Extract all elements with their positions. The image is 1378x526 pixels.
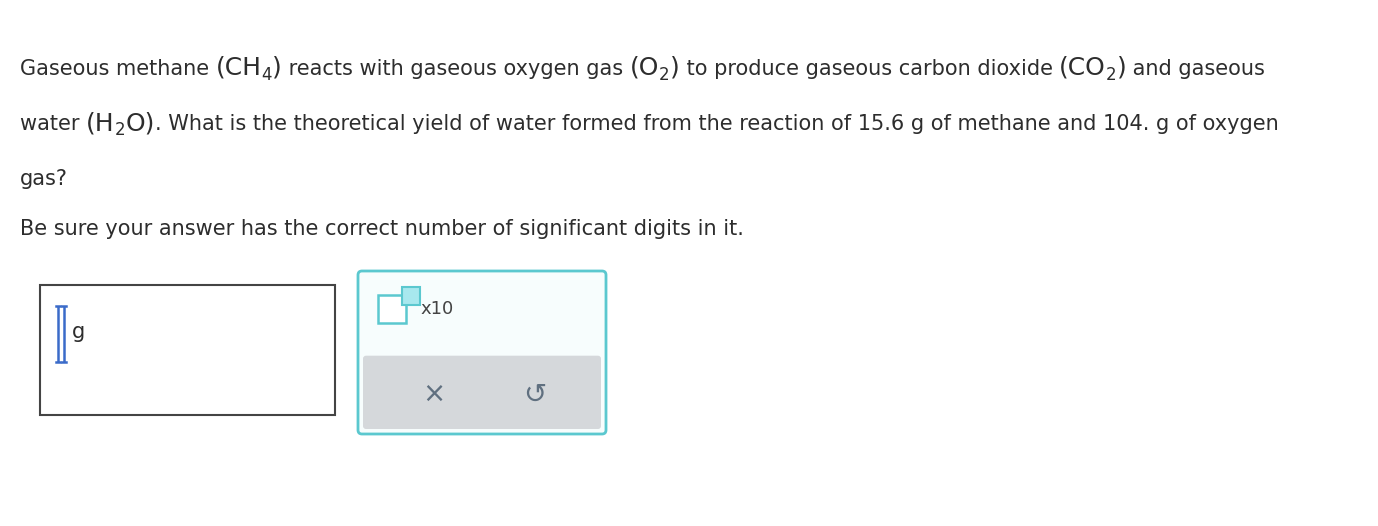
- Text: ): ): [670, 56, 679, 80]
- Text: ×: ×: [423, 380, 445, 408]
- Text: 2: 2: [1107, 66, 1116, 84]
- FancyBboxPatch shape: [358, 271, 606, 434]
- Text: ↺: ↺: [524, 380, 547, 408]
- Bar: [378, 295, 407, 323]
- Text: (CO: (CO: [1060, 56, 1107, 80]
- Text: O): O): [125, 111, 154, 135]
- Text: Be sure your answer has the correct number of significant digits in it.: Be sure your answer has the correct numb…: [21, 219, 744, 239]
- Text: and gaseous: and gaseous: [1126, 59, 1265, 79]
- Text: to produce gaseous carbon dioxide: to produce gaseous carbon dioxide: [679, 59, 1060, 79]
- FancyBboxPatch shape: [362, 356, 601, 429]
- Text: reacts with gaseous oxygen gas: reacts with gaseous oxygen gas: [282, 59, 630, 79]
- Text: (O: (O: [630, 56, 659, 80]
- Text: Gaseous methane: Gaseous methane: [21, 59, 216, 79]
- Text: 2: 2: [114, 121, 125, 139]
- Text: 2: 2: [659, 66, 670, 84]
- Text: (CH: (CH: [216, 56, 262, 80]
- Text: . What is the theoretical yield of water formed from the reaction of 15.6 g of m: . What is the theoretical yield of water…: [154, 114, 1279, 134]
- Text: water: water: [21, 114, 85, 134]
- Text: 4: 4: [262, 66, 273, 84]
- Text: gas?: gas?: [21, 169, 68, 189]
- Bar: [402, 287, 420, 305]
- Text: ): ): [1116, 56, 1126, 80]
- Text: g: g: [72, 322, 85, 342]
- Text: x10: x10: [420, 300, 453, 318]
- Text: (H: (H: [85, 111, 114, 135]
- Text: ): ): [273, 56, 282, 80]
- Bar: [40, 285, 335, 415]
